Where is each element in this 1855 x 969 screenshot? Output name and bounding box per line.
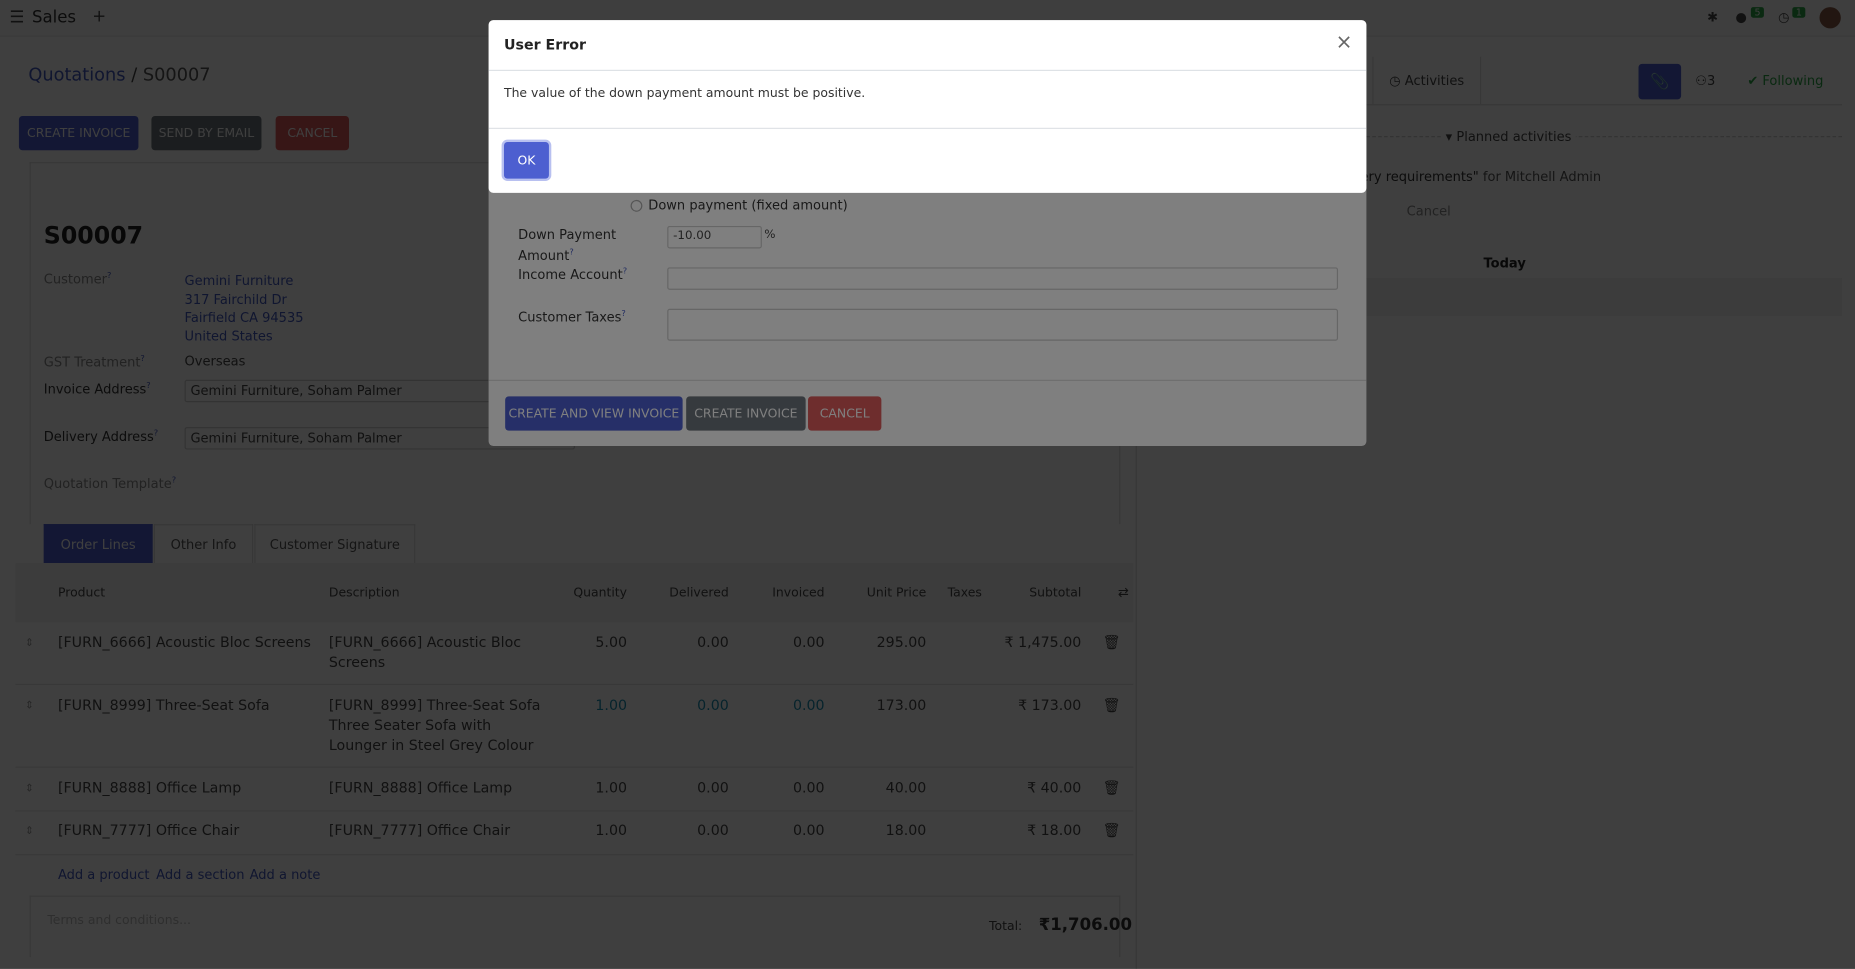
error-message: The value of the down payment amount mus… <box>503 86 866 101</box>
header-divider <box>488 69 1367 71</box>
ok-button[interactable]: OK <box>503 141 549 179</box>
footer-divider <box>488 127 1367 129</box>
dialog-title: User Error <box>503 36 586 54</box>
close-icon[interactable]: × <box>1335 30 1353 55</box>
user-error-dialog: User Error × The value of the down payme… <box>488 20 1367 193</box>
